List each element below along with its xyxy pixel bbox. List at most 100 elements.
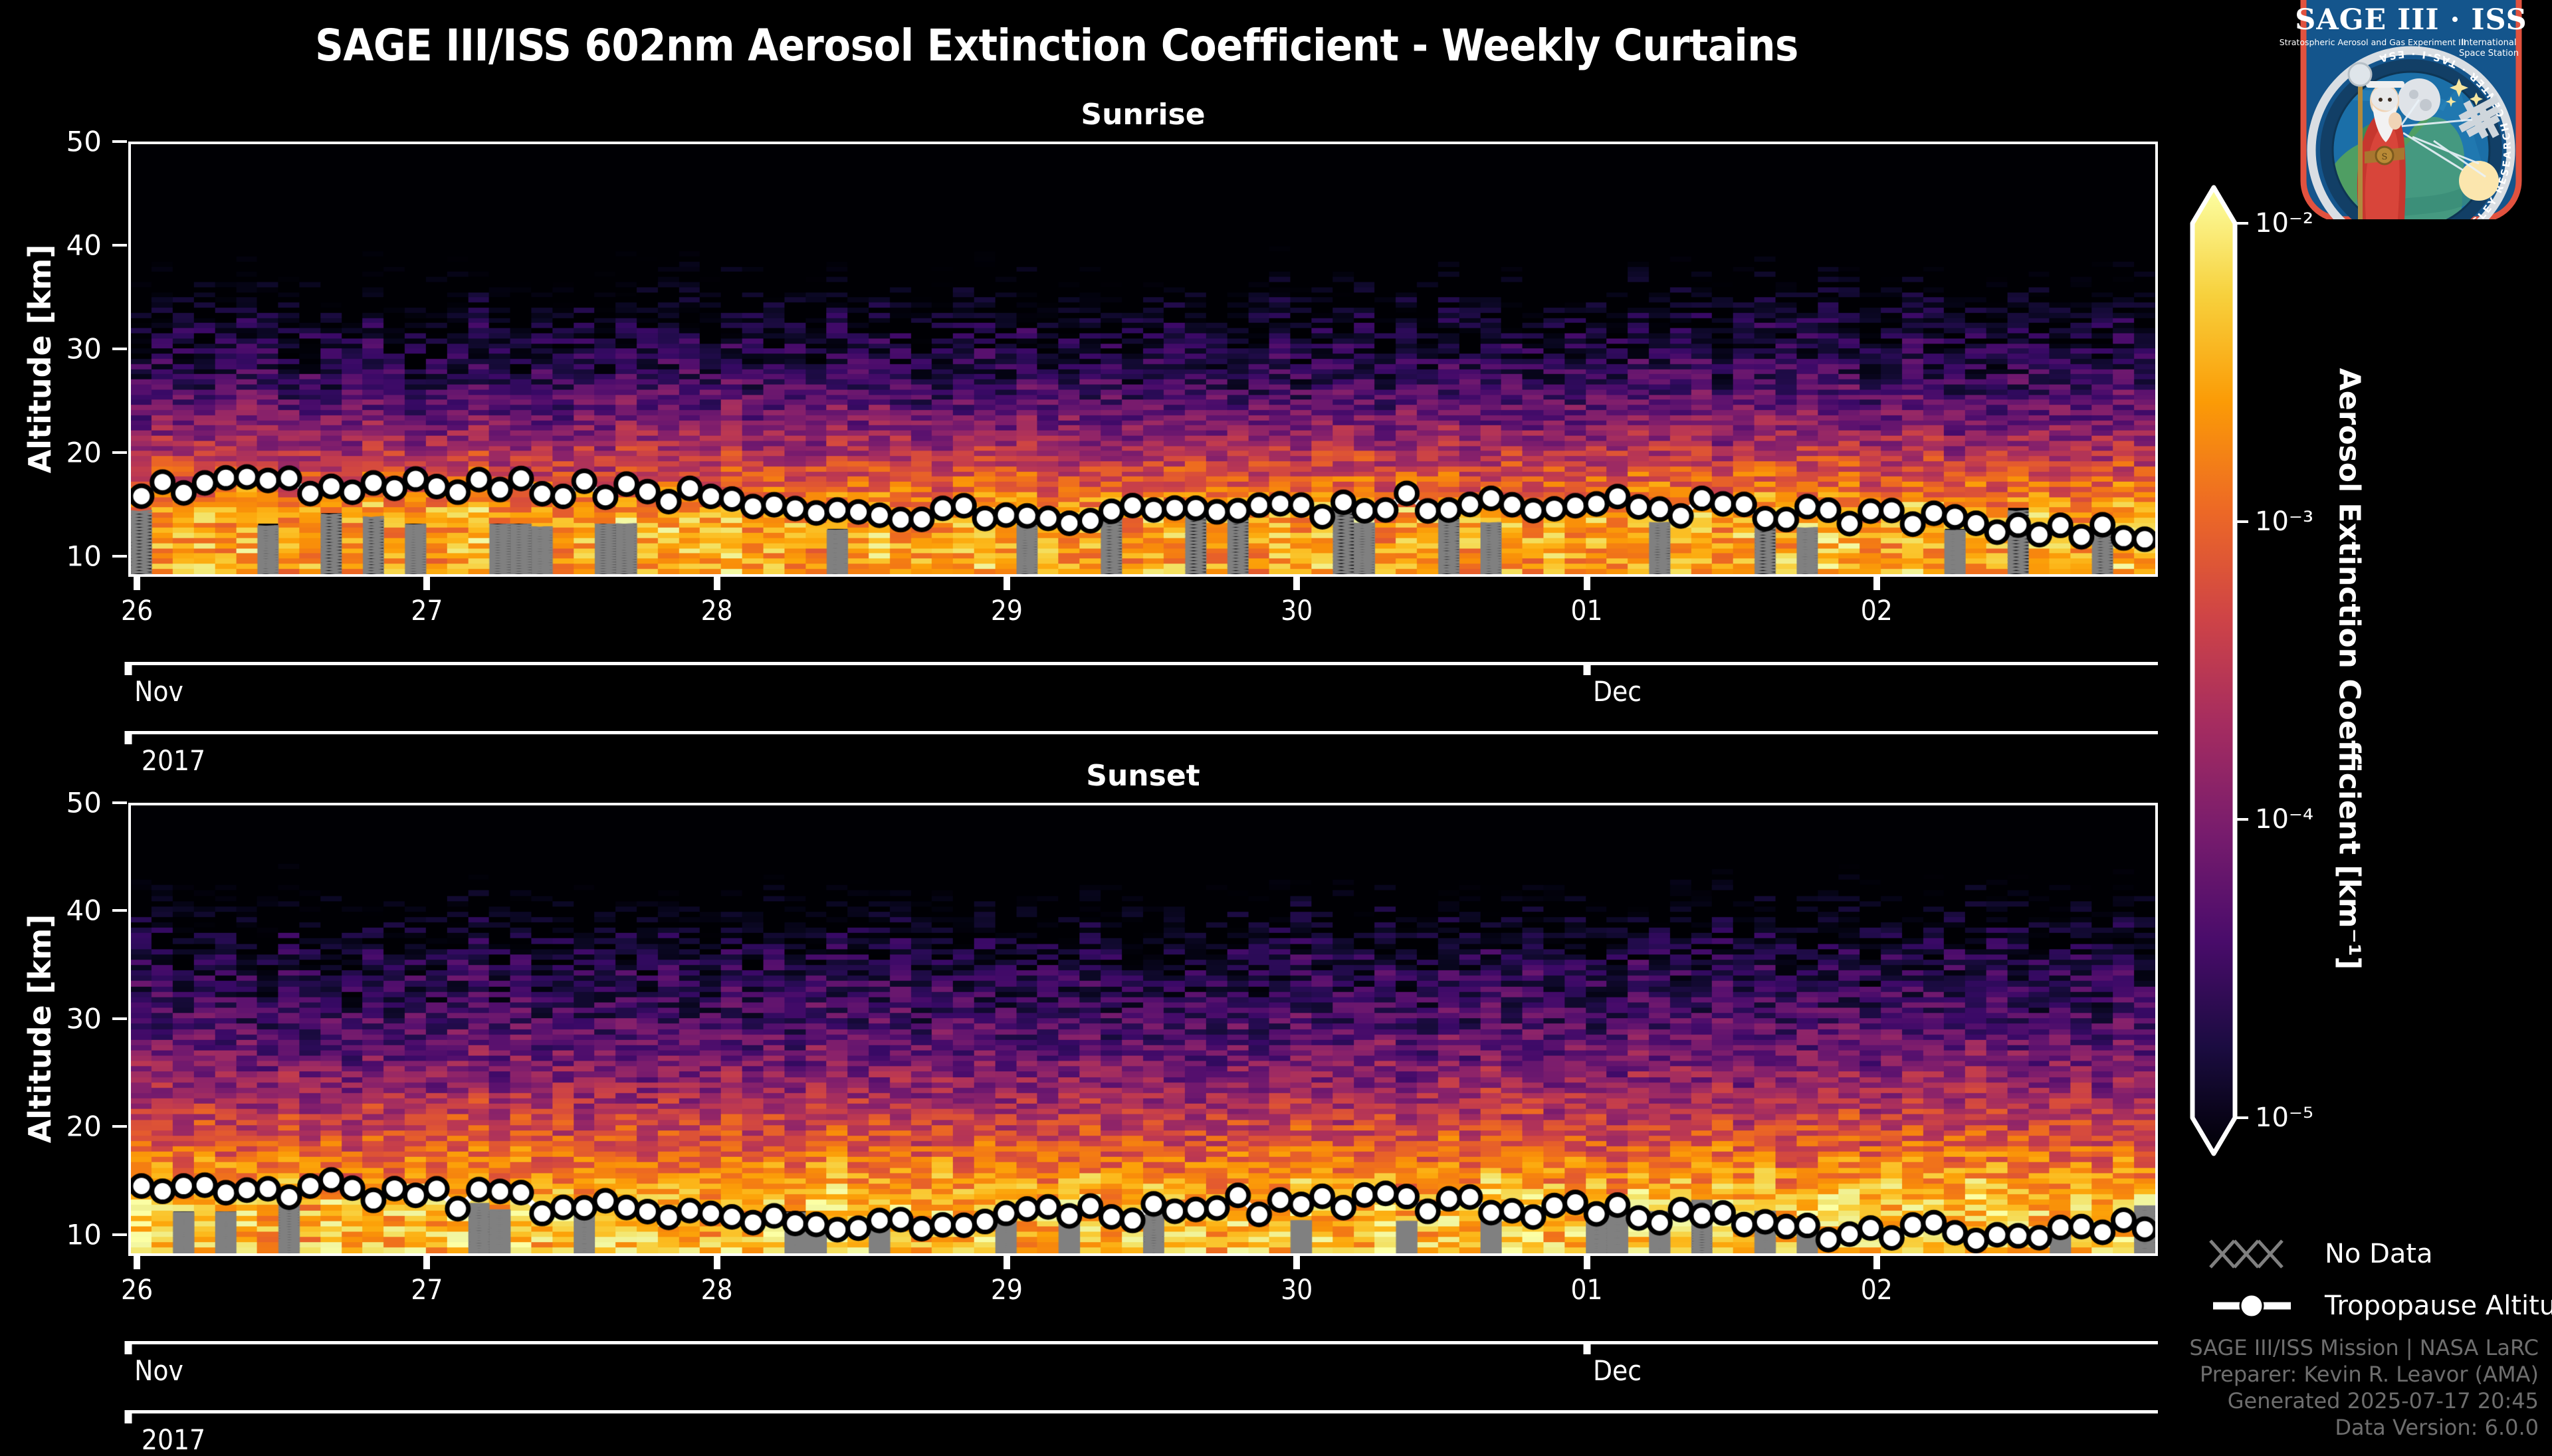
- month-tick-mark: [1583, 1341, 1591, 1354]
- x-tick-mark: [1583, 577, 1590, 590]
- x-tick-label-day-26: 26: [121, 594, 154, 627]
- x-tick-label-day-30: 30: [1281, 1273, 1313, 1306]
- x-tick-label-day-30: 30: [1281, 594, 1313, 627]
- month-axis-line: [128, 1341, 2158, 1344]
- colorbar-tick-mark: [2236, 818, 2248, 821]
- x-tick-mark: [134, 577, 141, 590]
- year-axis-line: [128, 731, 2158, 734]
- panel-title-sunrise: Sunrise: [1081, 98, 1206, 132]
- y-tick-label-50: 50: [66, 125, 102, 158]
- colorbar-tick-mark: [2236, 520, 2248, 523]
- colorbar-tick-label-2: 10⁻⁴: [2255, 804, 2314, 835]
- x-tick-mark: [1003, 1256, 1010, 1269]
- y-tick-label-30: 30: [66, 1002, 102, 1035]
- y-tick-label-10: 10: [66, 1218, 102, 1251]
- x-tick-mark: [423, 1256, 431, 1269]
- svg-text:International: International: [2462, 38, 2517, 48]
- hatch-cross-icon: [2208, 1235, 2307, 1273]
- page-title: SAGE III/ISS 602nm Aerosol Extinction Co…: [315, 20, 1798, 71]
- colorbar-title: Aerosol Extinction Coefficient [km⁻¹]: [2332, 367, 2367, 970]
- month-label-Nov: Nov: [134, 675, 183, 708]
- year-label-2017: 2017: [141, 744, 206, 777]
- footer-line-version: Data Version: 6.0.0: [2335, 1415, 2539, 1440]
- x-tick-label-day-28: 28: [700, 1273, 733, 1306]
- year-tick-mark: [124, 731, 132, 744]
- x-tick-label-day-28: 28: [700, 594, 733, 627]
- svg-text:S: S: [2382, 152, 2388, 162]
- y-tick-mark: [112, 909, 127, 912]
- colorbar-tick-mark: [2236, 222, 2248, 225]
- x-tick-mark: [423, 577, 431, 590]
- x-tick-label-day-26: 26: [121, 1273, 154, 1306]
- y-tick-mark: [112, 1125, 127, 1128]
- y-tick-label-30: 30: [66, 332, 102, 365]
- month-label-Dec: Dec: [1592, 675, 1642, 708]
- y-tick-label-40: 40: [66, 229, 102, 262]
- svg-text:Space Station: Space Station: [2459, 49, 2519, 58]
- footer-credits: SAGE III/ISS Mission | NASA LaRC Prepare…: [1994, 1334, 2539, 1441]
- colorbar-gradient: [2190, 185, 2238, 1156]
- month-axis-line: [128, 662, 2158, 665]
- y-axis-label-sunset: Altitude [km]: [22, 914, 58, 1144]
- colorbar[interactable]: [2190, 185, 2238, 1156]
- x-tick-mark: [713, 1256, 720, 1269]
- colorbar-tick-label-0: 10⁻²: [2255, 208, 2314, 239]
- y-tick-mark: [112, 554, 127, 558]
- line-marker-icon: [2208, 1287, 2307, 1324]
- y-tick-label-40: 40: [66, 894, 102, 927]
- x-tick-mark: [1873, 1256, 1880, 1269]
- month-label-Dec: Dec: [1592, 1354, 1642, 1387]
- y-tick-mark: [112, 1017, 127, 1020]
- colorbar-tick-label-1: 10⁻³: [2255, 506, 2314, 537]
- colorbar-tick-label-3: 10⁻⁵: [2255, 1102, 2314, 1133]
- legend-item-no-data[interactable]: No Data: [2208, 1235, 2433, 1273]
- y-tick-label-20: 20: [66, 1110, 102, 1143]
- legend-item-tropopause[interactable]: Tropopause Altitude: [2208, 1287, 2552, 1325]
- x-tick-label-day-29: 29: [990, 1273, 1023, 1306]
- x-tick-mark: [1003, 577, 1010, 590]
- x-tick-label-day-02: 02: [1860, 1273, 1893, 1306]
- y-tick-mark: [112, 243, 127, 247]
- year-tick-mark: [124, 1410, 132, 1423]
- y-tick-mark: [112, 347, 127, 350]
- heatmap-panel-sunrise[interactable]: [128, 142, 2158, 577]
- month-tick-mark: [1583, 662, 1591, 675]
- year-axis-line: [128, 1410, 2158, 1413]
- legend: No Data Tropopause Altitude: [2208, 1235, 2552, 1334]
- x-tick-mark: [713, 577, 720, 590]
- heatmap-canvas-sunset: [131, 805, 2155, 1253]
- footer-line-generated: Generated 2025-07-17 20:45: [2227, 1388, 2539, 1413]
- x-tick-mark: [1873, 577, 1880, 590]
- svg-text:Stratospheric Aerosol and Gas: Stratospheric Aerosol and Gas Experiment…: [2280, 37, 2466, 47]
- y-tick-label-50: 50: [66, 786, 102, 819]
- x-tick-mark: [1293, 1256, 1301, 1269]
- month-tick-mark: [124, 1341, 132, 1354]
- y-tick-label-20: 20: [66, 436, 102, 469]
- footer-line-preparer: Preparer: Kevin R. Leavor (AMA): [2199, 1362, 2539, 1387]
- y-tick-mark: [112, 451, 127, 454]
- x-tick-label-day-02: 02: [1860, 594, 1893, 627]
- y-tick-label-10: 10: [66, 540, 102, 573]
- svg-text:SAGE III · ISS: SAGE III · ISS: [2295, 3, 2527, 37]
- y-tick-mark: [112, 801, 127, 804]
- month-tick-mark: [124, 662, 132, 675]
- x-tick-mark: [1583, 1256, 1590, 1269]
- x-tick-label-day-01: 01: [1570, 1273, 1603, 1306]
- year-label-2017: 2017: [141, 1423, 206, 1456]
- x-tick-mark: [134, 1256, 141, 1269]
- heatmap-panel-sunset[interactable]: [128, 803, 2158, 1256]
- legend-label-tropopause: Tropopause Altitude: [2325, 1291, 2552, 1321]
- x-tick-label-day-01: 01: [1570, 594, 1603, 627]
- month-label-Nov: Nov: [134, 1354, 183, 1387]
- x-tick-mark: [1293, 577, 1301, 590]
- x-tick-label-day-27: 27: [411, 594, 443, 627]
- sage-iii-iss-logo: BALL · NASA LANGLEY RESEARCH CENTER · TA…: [2260, 0, 2552, 222]
- y-axis-label-sunrise: Altitude [km]: [22, 244, 58, 473]
- heatmap-canvas-sunrise: [131, 144, 2155, 574]
- footer-line-mission: SAGE III/ISS Mission | NASA LaRC: [2189, 1335, 2539, 1360]
- legend-label-no-data: No Data: [2325, 1239, 2433, 1269]
- x-tick-label-day-29: 29: [990, 594, 1023, 627]
- colorbar-tick-mark: [2236, 1116, 2248, 1119]
- mission-patch-icon: BALL · NASA LANGLEY RESEARCH CENTER · TA…: [2280, 0, 2527, 219]
